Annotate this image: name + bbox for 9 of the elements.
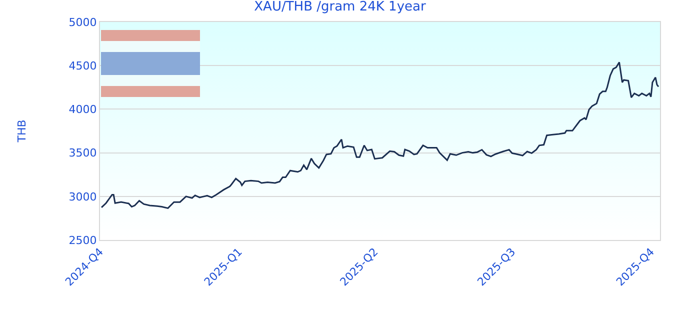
chart-title: XAU/THB /gram 24K 1year (254, 0, 426, 15)
y-tick-label: 3000 (68, 190, 97, 204)
y-tick-label: 3500 (68, 146, 97, 160)
y-axis-title: THB (15, 120, 28, 144)
y-tick-label: 5000 (68, 16, 97, 29)
y-tick-label: 4000 (68, 103, 97, 116)
line-series (100, 62, 660, 209)
y-tick-label: 4500 (68, 59, 97, 72)
y-tick-label: 2500 (68, 234, 97, 247)
